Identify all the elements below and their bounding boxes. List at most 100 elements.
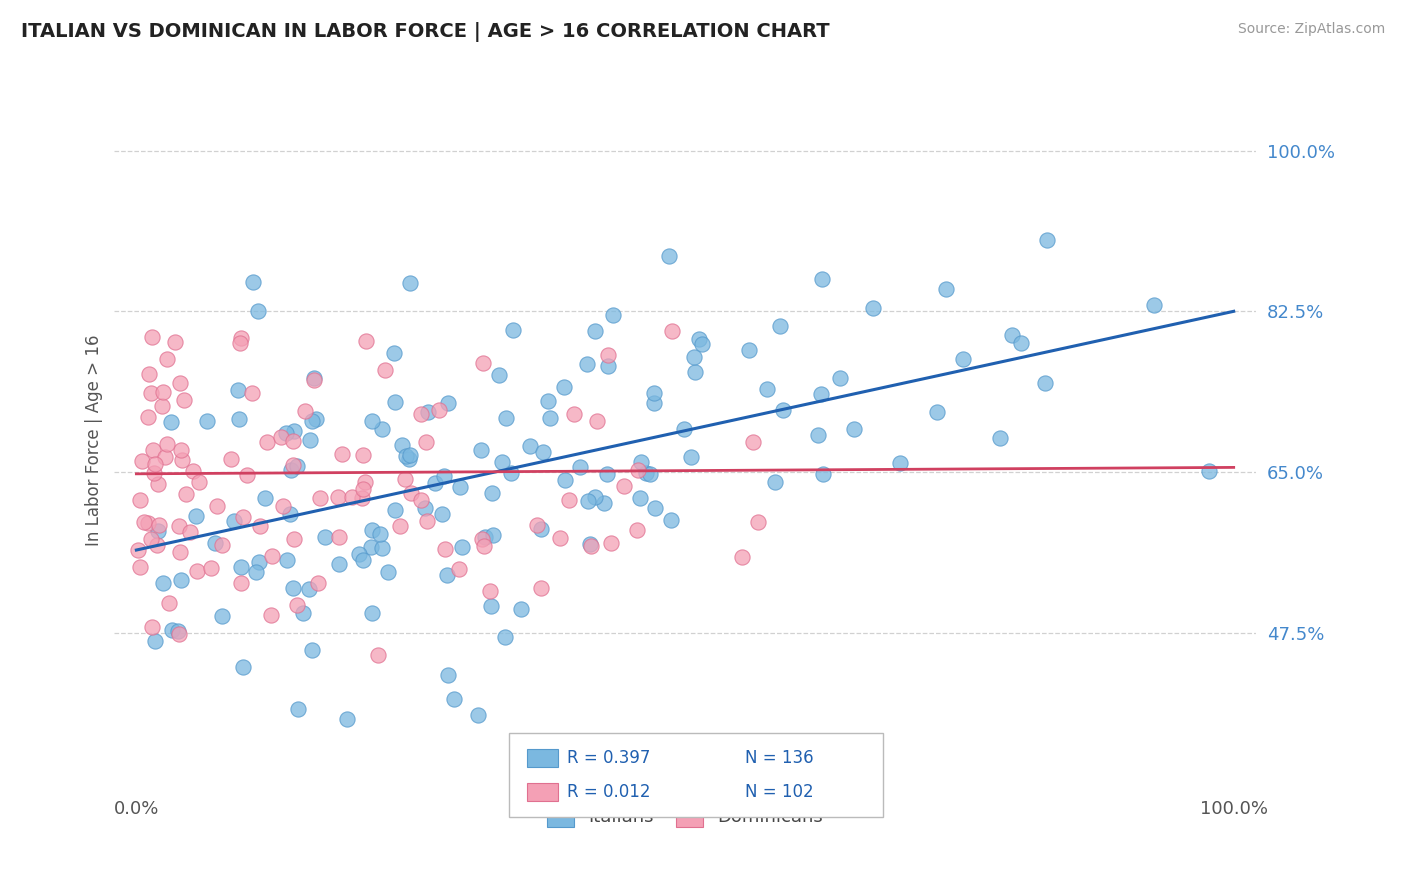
Point — [391, 438, 413, 452]
Point — [583, 490, 606, 504]
Point — [219, 451, 242, 466]
Point — [136, 410, 159, 425]
Point — [679, 450, 702, 465]
Point — [763, 475, 786, 490]
Point — [332, 447, 354, 461]
Point — [361, 606, 384, 620]
Point — [581, 539, 603, 553]
Point — [756, 382, 779, 396]
Point — [437, 396, 460, 410]
Point — [307, 576, 329, 591]
Point — [167, 519, 190, 533]
Point — [207, 500, 229, 514]
Point — [738, 343, 761, 358]
Point — [285, 458, 308, 473]
Point — [564, 407, 586, 421]
Point — [481, 486, 503, 500]
Point — [291, 606, 314, 620]
Point — [142, 467, 165, 481]
Point — [131, 453, 153, 467]
Point — [245, 566, 267, 580]
Point — [340, 490, 363, 504]
Point — [141, 386, 163, 401]
Point — [181, 465, 204, 479]
Point — [449, 562, 471, 576]
Point — [479, 599, 502, 613]
Point — [247, 304, 270, 318]
Point — [360, 540, 382, 554]
Point — [627, 463, 650, 477]
Point — [167, 627, 190, 641]
Point — [186, 564, 208, 578]
Point — [430, 507, 453, 521]
Point — [602, 308, 624, 322]
Point — [249, 518, 271, 533]
Point — [367, 648, 389, 662]
Point — [471, 532, 494, 546]
Point — [195, 414, 218, 428]
Point — [170, 443, 193, 458]
Point — [433, 469, 456, 483]
Point — [260, 608, 283, 623]
Point — [415, 500, 437, 515]
Point — [174, 487, 197, 501]
Point — [451, 540, 474, 554]
Point — [169, 376, 191, 390]
Text: N = 102: N = 102 — [745, 783, 814, 801]
Point — [200, 561, 222, 575]
Point — [813, 467, 835, 482]
Point — [349, 547, 371, 561]
Point — [276, 553, 298, 567]
Point — [304, 371, 326, 385]
Point — [371, 541, 394, 556]
Point — [232, 509, 254, 524]
Point — [613, 479, 636, 493]
Text: Source: ZipAtlas.com: Source: ZipAtlas.com — [1237, 22, 1385, 37]
Point — [229, 335, 252, 350]
Point — [388, 519, 411, 533]
Point — [427, 403, 450, 417]
Point — [283, 581, 305, 595]
Point — [630, 455, 652, 469]
Point — [394, 472, 416, 486]
Point — [368, 527, 391, 541]
Point — [411, 407, 433, 421]
Point — [152, 384, 174, 399]
Point — [153, 450, 176, 464]
Point — [576, 357, 599, 371]
Point — [502, 323, 524, 337]
Point — [281, 458, 304, 472]
Point — [634, 466, 657, 480]
Point — [150, 399, 173, 413]
Text: N = 136: N = 136 — [745, 749, 814, 767]
Point — [638, 467, 661, 481]
Point — [411, 492, 433, 507]
Point — [470, 443, 492, 458]
Point — [254, 491, 277, 505]
Point — [302, 373, 325, 387]
Point — [769, 318, 792, 333]
Point — [328, 490, 350, 504]
Point — [586, 414, 609, 428]
Point — [643, 386, 665, 401]
Point — [236, 467, 259, 482]
Point — [576, 494, 599, 508]
Point — [494, 630, 516, 644]
Point — [626, 523, 648, 537]
Point — [146, 524, 169, 538]
Point — [1010, 336, 1032, 351]
Point — [596, 467, 619, 482]
Point — [658, 249, 681, 263]
Point — [148, 476, 170, 491]
Point — [163, 334, 186, 349]
Point — [598, 348, 620, 362]
Point — [309, 491, 332, 505]
Point — [228, 412, 250, 426]
Point — [862, 301, 884, 315]
Point — [143, 457, 166, 471]
Point — [382, 345, 405, 359]
Point — [415, 514, 437, 528]
Point — [222, 514, 245, 528]
Point — [138, 368, 160, 382]
Point — [352, 482, 374, 496]
